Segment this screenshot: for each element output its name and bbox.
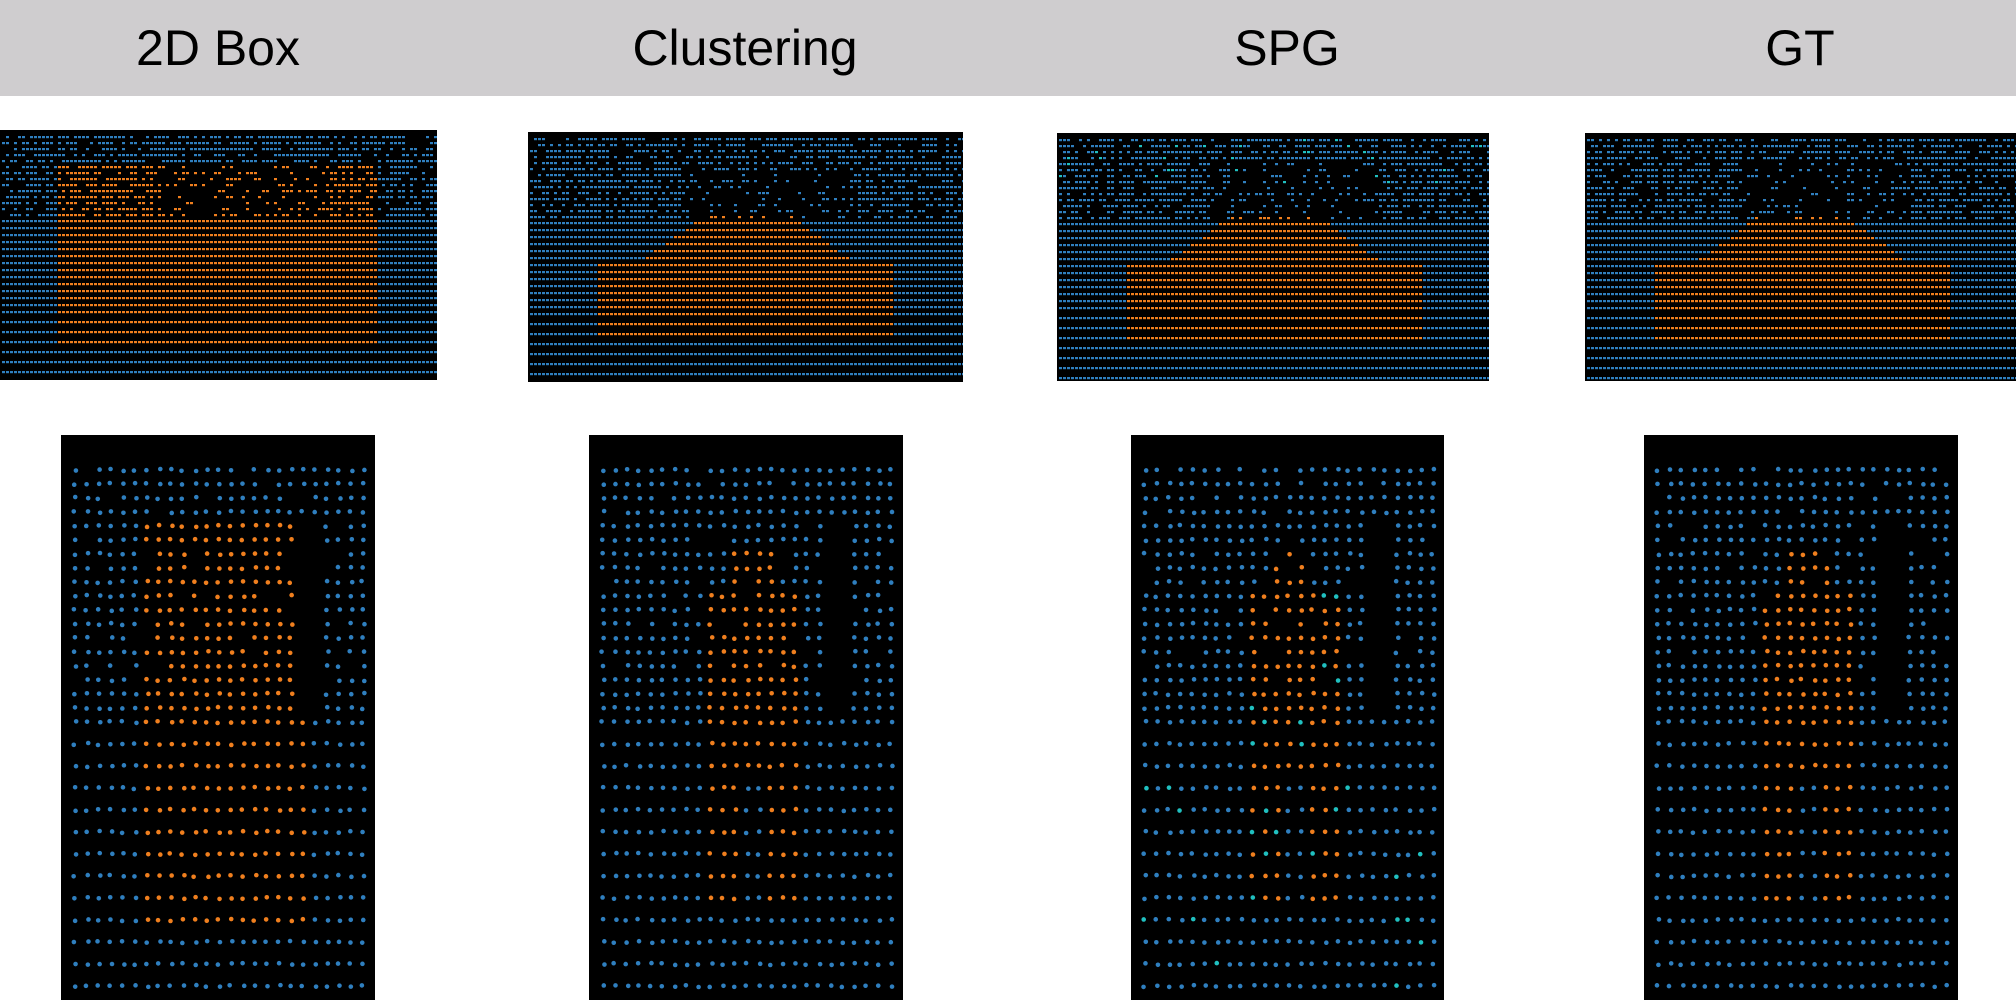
pedestrian-pointcloud-gt — [1644, 435, 1958, 1000]
car-pointcloud-gt — [1585, 133, 2016, 381]
column-header-bar — [0, 0, 2016, 96]
pedestrian-pointcloud-2d-box — [61, 435, 375, 1000]
car-pointcloud-2d-box — [0, 130, 437, 380]
column-title-2d-box: 2D Box — [136, 20, 300, 76]
column-title-gt: GT — [1765, 20, 1835, 76]
pedestrian-pointcloud-clustering — [589, 435, 903, 1000]
car-pointcloud-clustering — [528, 132, 963, 382]
column-title-clustering: Clustering — [632, 20, 858, 76]
column-title-spg: SPG — [1234, 20, 1340, 76]
car-pointcloud-spg — [1057, 133, 1489, 381]
pedestrian-pointcloud-spg — [1131, 435, 1444, 1000]
